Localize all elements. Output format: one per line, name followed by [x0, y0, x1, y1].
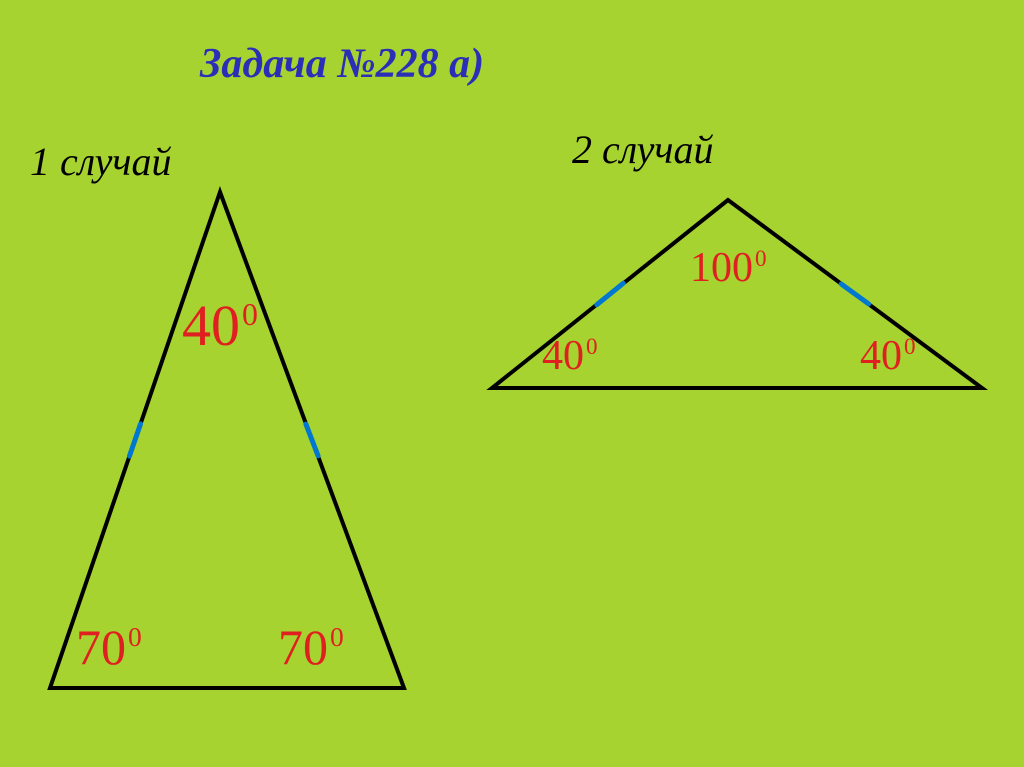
case2-tick-left-icon — [597, 283, 623, 304]
case2-figure — [0, 0, 1024, 767]
case2-left-angle: 400 — [542, 332, 598, 380]
case2-right-angle: 400 — [860, 332, 916, 380]
case2-apex-angle: 1000 — [690, 244, 767, 292]
diagram-canvas: Задача №228 а) 1 случай 400 700 700 2 сл… — [0, 0, 1024, 767]
case2-tick-right-icon — [841, 284, 869, 304]
